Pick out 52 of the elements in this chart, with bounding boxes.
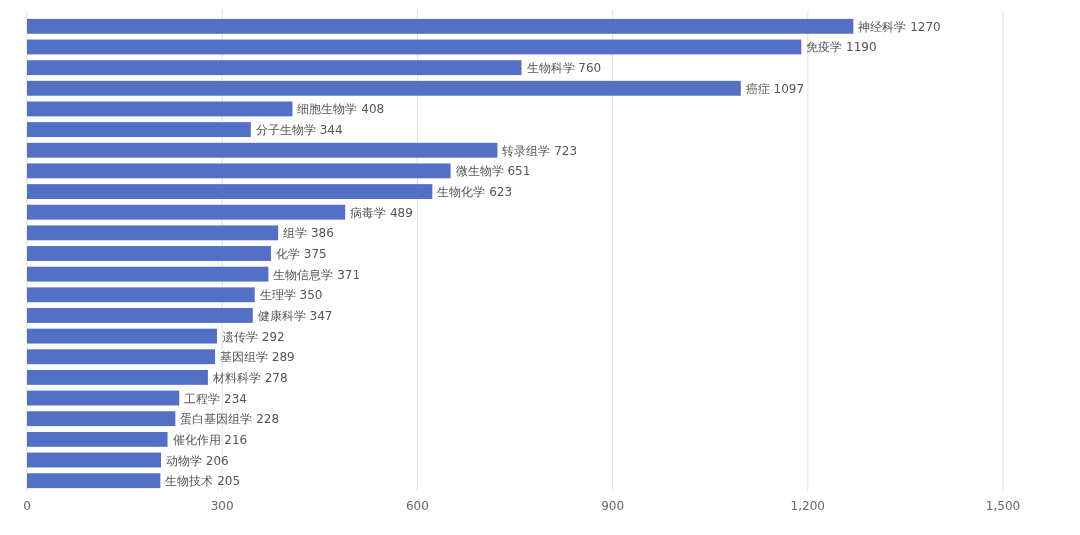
bar	[27, 287, 255, 303]
bar	[27, 101, 293, 117]
bar	[27, 184, 433, 199]
x-tick-label: 1,200	[790, 499, 825, 513]
bar	[27, 266, 269, 282]
bar	[27, 225, 279, 241]
bar	[27, 39, 802, 55]
y-tick-label: 癌症 1097	[745, 81, 805, 96]
y-tick-label: 免疫学 1190	[806, 40, 877, 55]
bar	[27, 452, 162, 468]
bar	[27, 431, 168, 447]
y-tick-label: 化学 375	[276, 247, 327, 261]
y-tick-label: 催化作用 216	[172, 432, 248, 447]
bar	[27, 204, 346, 220]
x-tick-label: 900	[601, 499, 625, 513]
y-tick-label: 转录组学 723	[502, 143, 578, 158]
bar	[27, 369, 208, 385]
x-tick-label: 600	[405, 499, 429, 513]
bar	[27, 142, 498, 158]
y-tick-label: 神经科学 1270	[858, 19, 941, 34]
x-tick-label: 0	[23, 499, 31, 513]
bar	[27, 411, 176, 427]
y-tick-label: 生物化学 623	[437, 185, 513, 200]
bar	[27, 246, 271, 261]
y-tick-label: 遗传学 292	[221, 329, 285, 344]
y-tick-label: 生理学 350	[259, 288, 323, 303]
bar	[27, 122, 251, 138]
bar	[27, 349, 216, 365]
bar	[27, 473, 161, 489]
y-tick-label: 分子生物学 344	[255, 123, 343, 138]
y-tick-label: 病毒学 489	[350, 205, 413, 220]
bar	[27, 80, 741, 96]
x-tick-label: 1,500	[985, 499, 1021, 513]
y-tick-label: 生物技术 205	[165, 474, 241, 489]
y-tick-label: 微生物学 651	[455, 164, 531, 179]
y-tick-label: 生物信息学 371	[273, 267, 361, 282]
bar	[27, 60, 522, 76]
bar	[27, 390, 180, 406]
y-tick-label: 材料科学 278	[211, 370, 288, 385]
y-tick-label: 蛋白基因组学 228	[180, 412, 280, 427]
bar	[27, 163, 451, 179]
bar	[27, 308, 253, 323]
bar	[27, 18, 854, 34]
y-tick-label: 健康科学 347	[257, 308, 333, 323]
y-tick-label: 生物科学 760	[526, 61, 602, 76]
y-tick-label: 组学 386	[283, 226, 334, 241]
y-tick-label: 工程学 234	[184, 391, 247, 406]
x-tick-label: 300	[210, 499, 234, 513]
y-tick-label: 细胞生物学 408	[297, 102, 385, 117]
y-tick-label: 基因组学 289	[220, 350, 295, 365]
bar	[27, 328, 217, 344]
y-tick-label: 动物学 206	[166, 453, 229, 468]
